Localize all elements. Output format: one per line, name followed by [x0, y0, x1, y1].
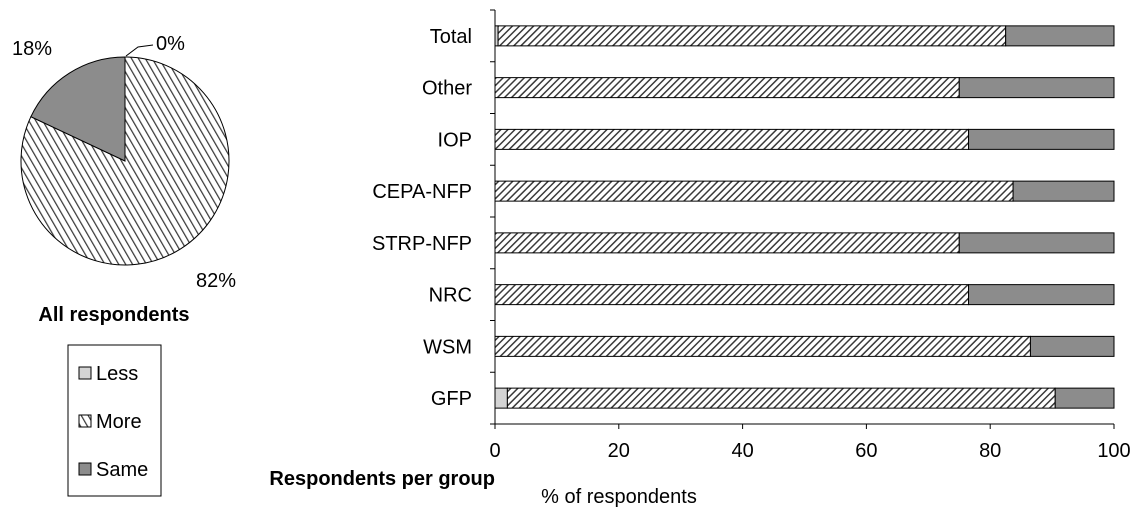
bar-cepa-nfp-more — [494, 180, 1014, 202]
bar-other-more — [494, 77, 960, 99]
pie-label-less: 0% — [156, 33, 185, 55]
category-label-total: Total — [430, 26, 472, 48]
category-label-strp-nfp: STRP-NFP — [372, 233, 472, 255]
bar-gfp-same — [1054, 387, 1115, 409]
x-tick-label: 100 — [1097, 440, 1130, 462]
x-tick-label: 60 — [855, 440, 877, 462]
bar-gfp-less — [494, 387, 508, 409]
bar-total-more — [497, 25, 1007, 47]
x-tick-label: 80 — [979, 440, 1001, 462]
legend-label-same: Same — [96, 459, 148, 481]
bar-nrc-more — [494, 284, 970, 306]
category-label-iop: IOP — [438, 129, 472, 151]
bar-strp-nfp-more — [494, 232, 960, 254]
bar-wsm-same — [1029, 335, 1115, 357]
x-axis-label: % of respondents — [541, 486, 697, 508]
legend-swatch-more — [78, 414, 92, 428]
legend-swatch-less — [78, 366, 92, 380]
legend-label-more: More — [96, 411, 142, 433]
category-label-nrc: NRC — [429, 285, 472, 307]
category-label-cepa-nfp: CEPA-NFP — [372, 181, 472, 203]
legend-swatch-same — [78, 462, 92, 476]
bar-wsm-more — [494, 335, 1031, 357]
pie-chart: 0% 82% 18% — [12, 33, 236, 292]
legend-label-less: Less — [96, 363, 138, 385]
bar-iop-same — [968, 128, 1115, 150]
category-label-other: Other — [422, 78, 472, 100]
bar-iop-more — [494, 128, 970, 150]
pie-title: All respondents — [38, 304, 189, 326]
category-label-gfp: GFP — [431, 388, 472, 410]
x-tick-label: 40 — [731, 440, 753, 462]
bar-axes: Total Other IOP CEPA-NFP STRP-NFP NRC WSM GFP 0 2… — [372, 9, 1131, 462]
x-tick-label: 20 — [608, 440, 630, 462]
bar-chart — [494, 25, 1115, 409]
pie-label-same: 18% — [12, 38, 52, 60]
pie-label-more: 82% — [196, 270, 236, 292]
bar-other-same — [958, 77, 1115, 99]
bar-gfp-more — [506, 387, 1056, 409]
bar-title: Respondents per group — [269, 468, 495, 490]
bar-cepa-nfp-same — [1012, 180, 1115, 202]
category-label-wsm: WSM — [423, 336, 472, 358]
pie-legend: Less More Same — [67, 344, 162, 497]
pie-slice-same — [30, 56, 126, 162]
x-tick-label: 0 — [489, 440, 500, 462]
bar-nrc-same — [968, 284, 1115, 306]
bar-strp-nfp-same — [958, 232, 1115, 254]
bar-total-same — [1005, 25, 1115, 47]
